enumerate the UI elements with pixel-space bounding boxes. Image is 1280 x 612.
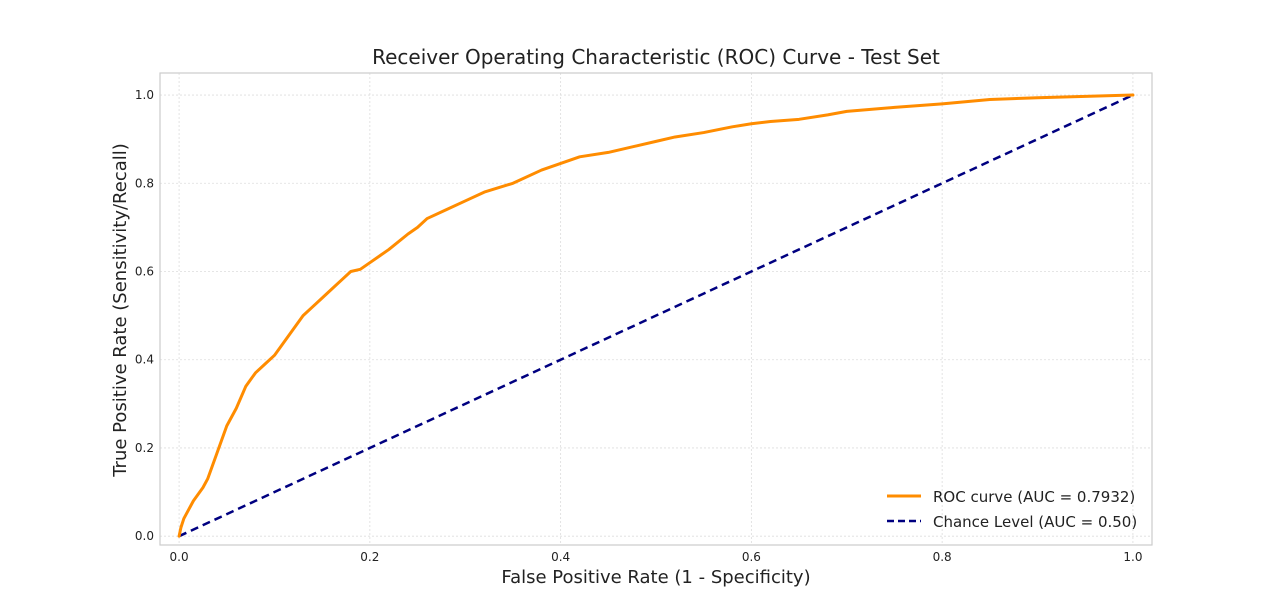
y-tick-label: 0.6 xyxy=(135,265,154,279)
y-axis-label: True Positive Rate (Sensitivity/Recall) xyxy=(110,143,131,478)
chart-title: Receiver Operating Characteristic (ROC) … xyxy=(372,45,940,69)
x-axis-label: False Positive Rate (1 - Specificity) xyxy=(501,567,810,588)
plot-frame xyxy=(159,72,1153,546)
roc-curve-line xyxy=(177,93,1135,538)
series-layer xyxy=(177,93,1135,538)
grid xyxy=(160,73,1152,545)
legend: ROC curve (AUC = 0.7932) Chance Level (A… xyxy=(887,488,1137,531)
x-tick-label: 1.0 xyxy=(1123,550,1142,564)
y-tick-label: 0.4 xyxy=(135,353,154,367)
x-tick-label: 0.6 xyxy=(742,550,761,564)
y-tick-label: 0.0 xyxy=(135,529,154,543)
x-tick-label: 0.4 xyxy=(551,550,570,564)
y-axis-ticks: 0.0 0.2 0.4 0.6 0.8 1.0 xyxy=(135,88,154,543)
y-tick-label: 0.2 xyxy=(135,441,154,455)
y-tick-label: 0.8 xyxy=(135,176,154,190)
legend-label-roc: ROC curve (AUC = 0.7932) xyxy=(933,488,1135,506)
y-tick-label: 1.0 xyxy=(135,88,154,102)
legend-label-chance: Chance Level (AUC = 0.50) xyxy=(933,513,1137,531)
x-axis-ticks: 0.0 0.2 0.4 0.6 0.8 1.0 xyxy=(170,550,1143,564)
chance-level-line xyxy=(178,93,1134,538)
x-tick-label: 0.8 xyxy=(933,550,952,564)
x-tick-label: 0.0 xyxy=(170,550,189,564)
x-tick-label: 0.2 xyxy=(360,550,379,564)
